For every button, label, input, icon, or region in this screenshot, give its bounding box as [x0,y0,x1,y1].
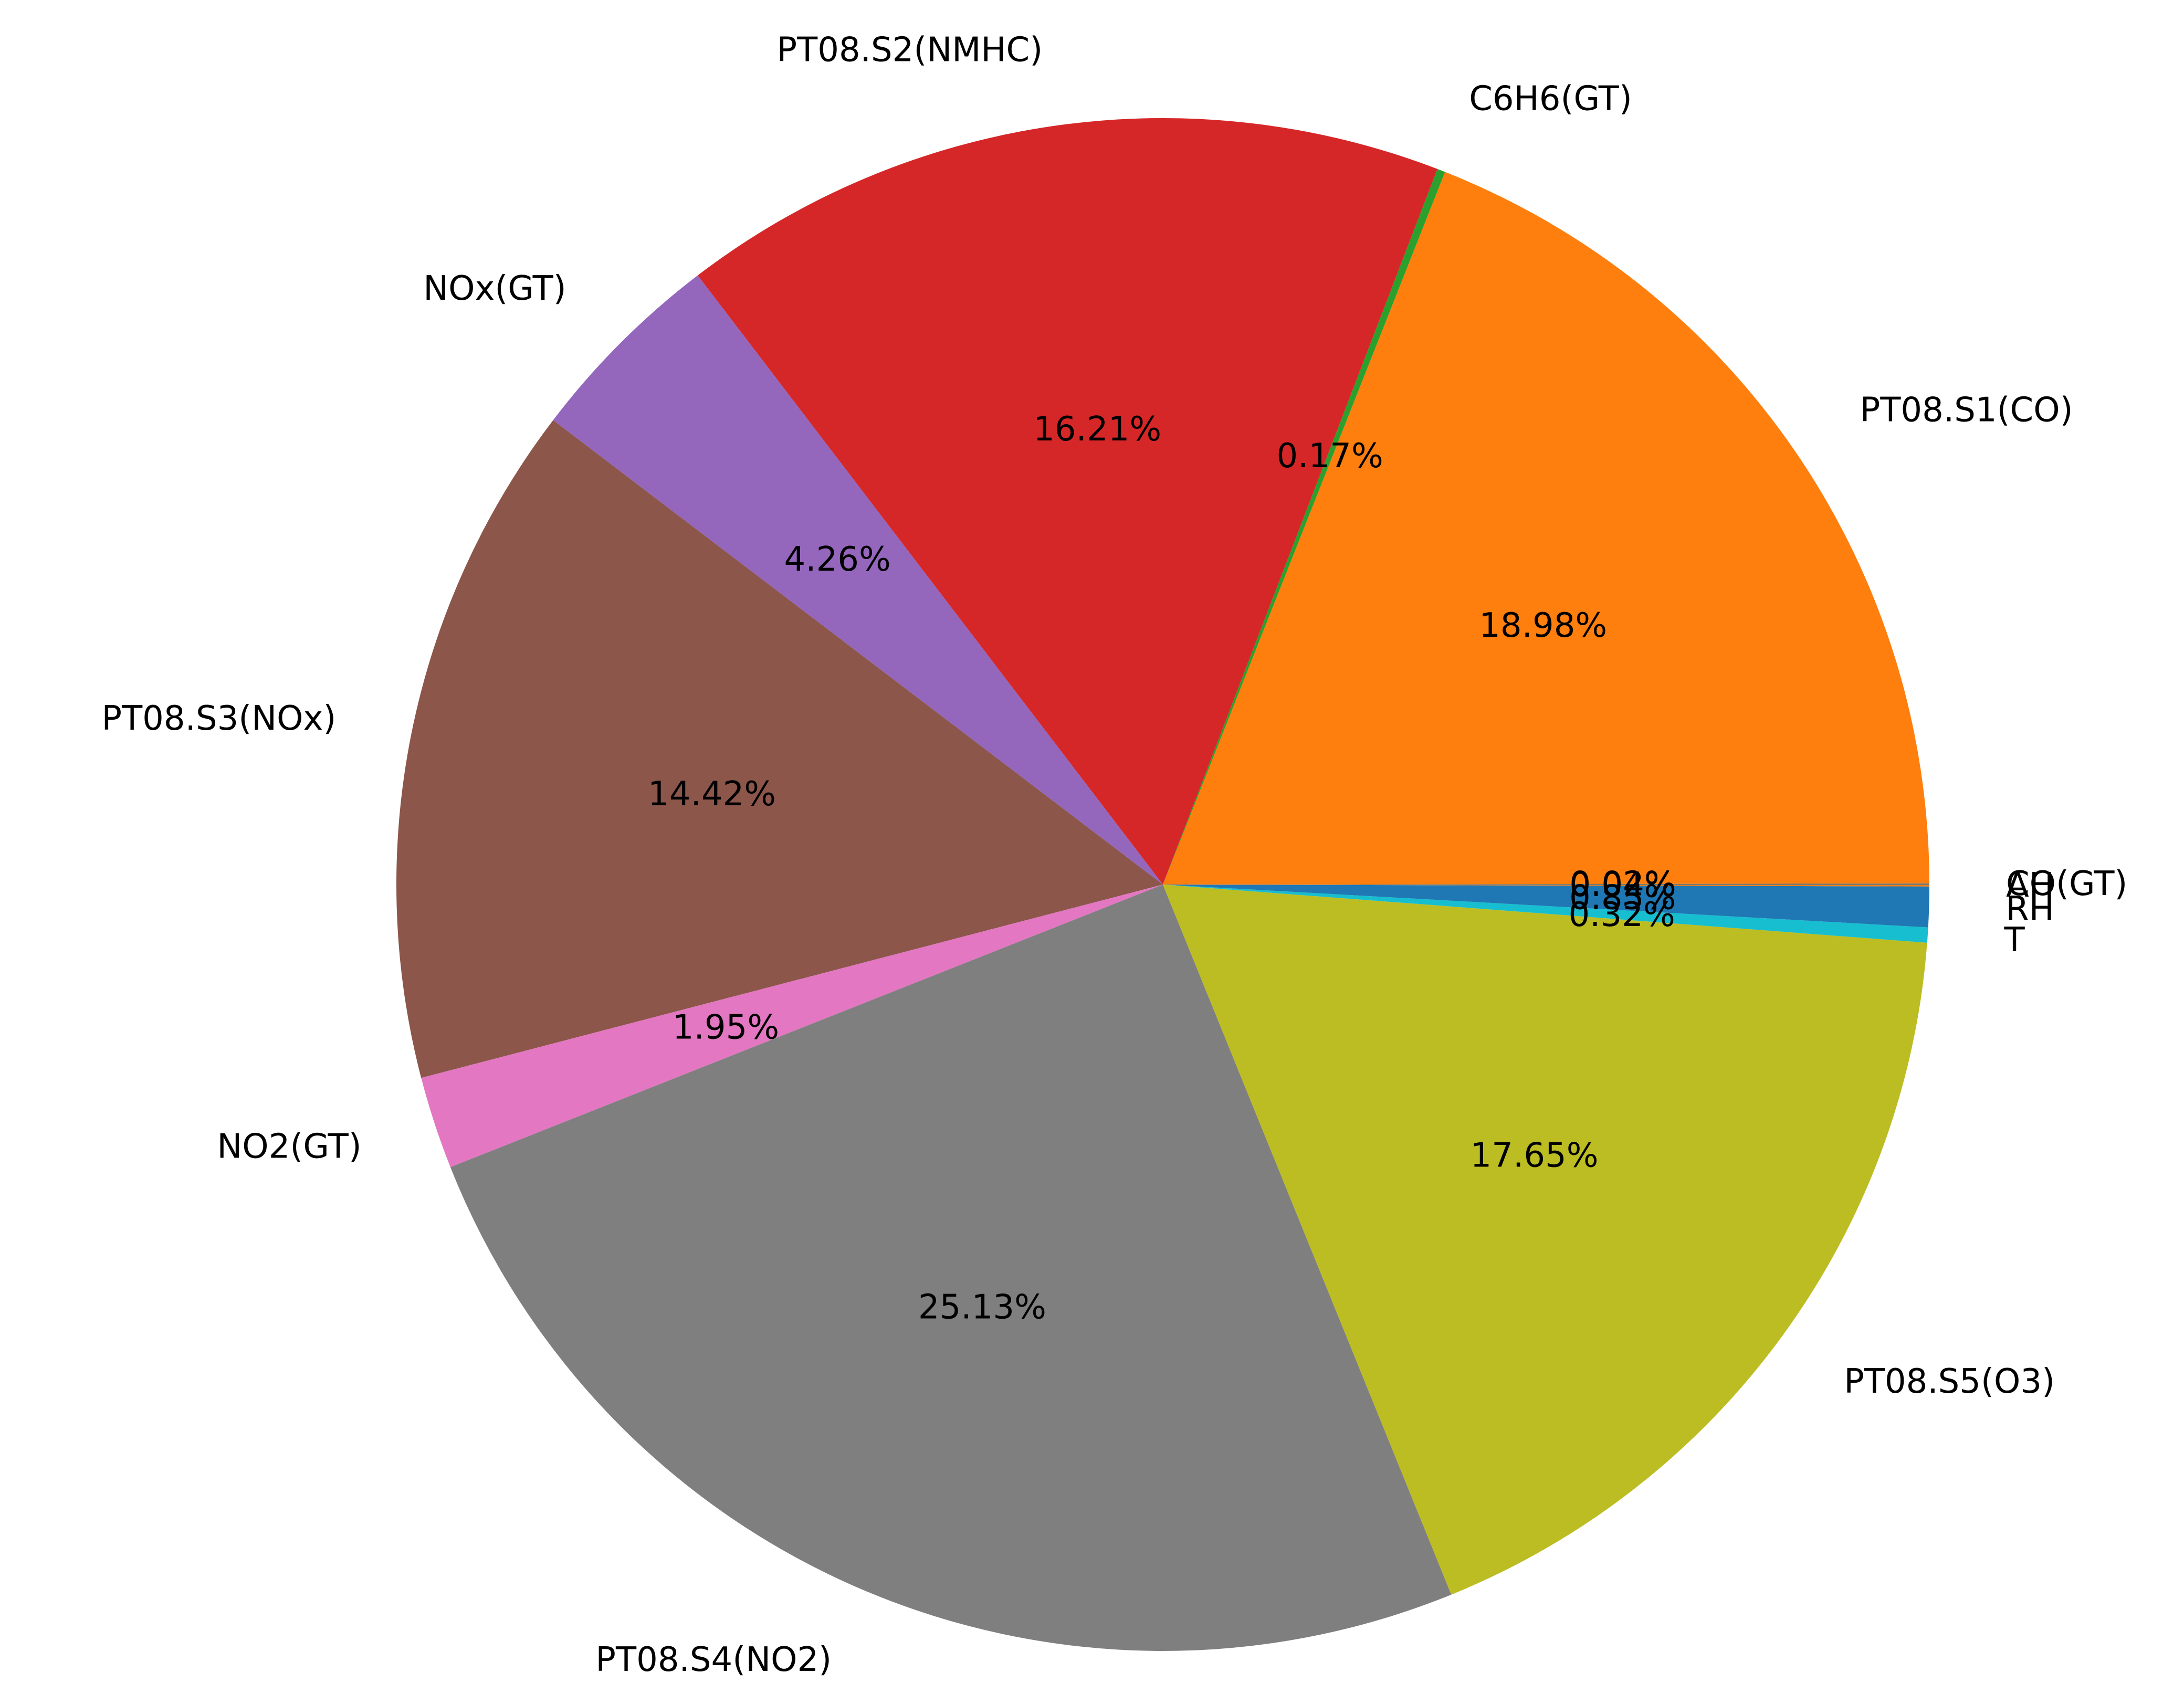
pie-slice-pt08-s1-co [1163,172,1929,885]
pie-slices [396,118,1929,1651]
pie-slice-nox-gt [553,275,1163,885]
pct-label-c6h6-gt: 0.17% [1276,437,1383,476]
pct-label-rh: 0.85% [1569,879,1676,918]
slice-label-c6h6-gt: C6H6(GT) [1469,80,1632,119]
pct-label-pt08-s3-nox: 14.42% [648,775,776,814]
slice-label-pt08-s1-co: PT08.S1(CO) [1860,391,2073,429]
pie-slice-ah [1163,885,1929,887]
slice-label-pt08-s3-nox: PT08.S3(NOx) [101,699,336,738]
pct-label-t: 0.32% [1568,896,1675,934]
slice-label-pt08-s2-nmhc: PT08.S2(NMHC) [777,30,1043,69]
pie-slice-co-gt [1163,883,1929,885]
pie-slice-no2-gt [421,885,1163,1167]
slice-label-pt08-s5-o3: PT08.S5(O3) [1844,1362,2055,1401]
slice-label-no2-gt: NO2(GT) [217,1128,361,1166]
pie-labels: CO(GT) 0.02% PT08.S1(CO) 18.98% C6H6(GT) 0.17… [101,30,2127,1679]
pct-label-no2-gt: 1.95% [673,1008,779,1047]
pct-label-pt08-s5-o3: 17.65% [1471,1136,1599,1175]
pie-slice-c6h6-gt [1163,169,1445,885]
pct-label-pt08-s4-no2: 25.13% [918,1288,1046,1327]
pct-label-pt08-s2-nmhc: 16.21% [1033,410,1161,449]
slice-label-ah: AH [2006,866,2054,905]
pie-slice-rh [1163,885,1929,928]
pie-slice-pt08-s4-no2 [450,885,1452,1651]
pie-slice-t [1163,885,1928,943]
pie-slice-pt08-s5-o3 [1163,885,1927,1595]
slice-label-co-gt: CO(GT) [2006,865,2127,903]
pct-label-co-gt: 0.02% [1569,865,1676,903]
pct-label-nox-gt: 4.26% [784,540,891,579]
pie-slice-pt08-s3-nox [396,420,1163,1078]
pct-label-pt08-s1-co: 18.98% [1479,606,1607,645]
slice-label-pt08-s4-no2: PT08.S4(NO2) [595,1640,832,1679]
slice-label-rh: RH [2006,890,2054,929]
pct-label-ah: 0.04% [1569,866,1676,904]
pie-slice-pt08-s2-nmhc [697,118,1437,885]
slice-label-nox-gt: NOx(GT) [423,269,566,308]
slice-label-t: T [2004,921,2025,960]
